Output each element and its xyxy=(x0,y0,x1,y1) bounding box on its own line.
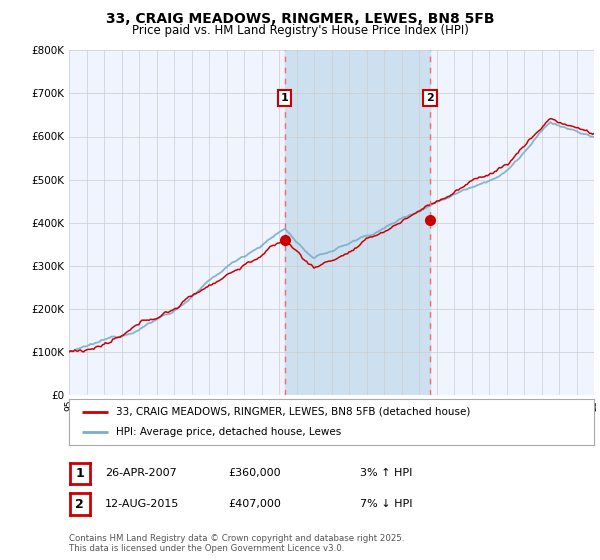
Text: HPI: Average price, detached house, Lewes: HPI: Average price, detached house, Lewe… xyxy=(116,427,341,437)
Text: £360,000: £360,000 xyxy=(228,468,281,478)
Text: 2: 2 xyxy=(76,497,84,511)
Text: £407,000: £407,000 xyxy=(228,499,281,509)
Text: 3% ↑ HPI: 3% ↑ HPI xyxy=(360,468,412,478)
Text: 1: 1 xyxy=(76,466,84,480)
Text: 26-APR-2007: 26-APR-2007 xyxy=(105,468,177,478)
Text: 2: 2 xyxy=(426,93,434,102)
Text: 33, CRAIG MEADOWS, RINGMER, LEWES, BN8 5FB (detached house): 33, CRAIG MEADOWS, RINGMER, LEWES, BN8 5… xyxy=(116,407,470,417)
Bar xyxy=(284,50,430,395)
Text: 12-AUG-2015: 12-AUG-2015 xyxy=(105,499,179,509)
Text: 1: 1 xyxy=(281,93,289,102)
Text: Contains HM Land Registry data © Crown copyright and database right 2025.
This d: Contains HM Land Registry data © Crown c… xyxy=(69,534,404,553)
Text: Price paid vs. HM Land Registry's House Price Index (HPI): Price paid vs. HM Land Registry's House … xyxy=(131,24,469,37)
Text: 7% ↓ HPI: 7% ↓ HPI xyxy=(360,499,413,509)
Text: 33, CRAIG MEADOWS, RINGMER, LEWES, BN8 5FB: 33, CRAIG MEADOWS, RINGMER, LEWES, BN8 5… xyxy=(106,12,494,26)
